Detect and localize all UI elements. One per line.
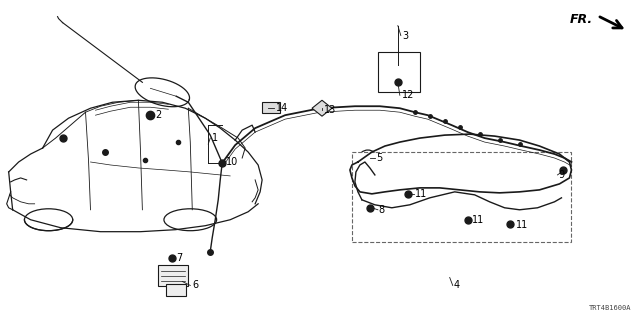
Bar	[158, 265, 188, 286]
Text: 10: 10	[226, 157, 239, 167]
Text: 13: 13	[324, 105, 336, 115]
Text: 1: 1	[212, 133, 218, 143]
Ellipse shape	[359, 150, 377, 166]
Ellipse shape	[164, 209, 216, 231]
Text: 11: 11	[516, 220, 528, 230]
Polygon shape	[312, 100, 332, 116]
Bar	[352, 152, 572, 242]
Bar	[166, 284, 186, 296]
Text: FR.: FR.	[570, 13, 593, 26]
Bar	[262, 102, 280, 113]
Text: 4: 4	[454, 280, 460, 291]
Text: TRT4B1600A: TRT4B1600A	[589, 305, 631, 311]
Bar	[378, 52, 420, 92]
Text: 9: 9	[559, 170, 564, 180]
Text: 5: 5	[376, 153, 382, 163]
Text: 6: 6	[192, 280, 198, 291]
Ellipse shape	[24, 209, 73, 231]
Text: 12: 12	[402, 90, 414, 100]
Text: 8: 8	[379, 205, 385, 215]
Text: 7: 7	[176, 252, 182, 263]
Text: 2: 2	[156, 110, 162, 120]
Text: 11: 11	[415, 189, 427, 199]
Ellipse shape	[363, 154, 373, 163]
Text: 14: 14	[276, 103, 289, 113]
Text: 3: 3	[402, 30, 408, 41]
Text: 11: 11	[472, 215, 484, 225]
